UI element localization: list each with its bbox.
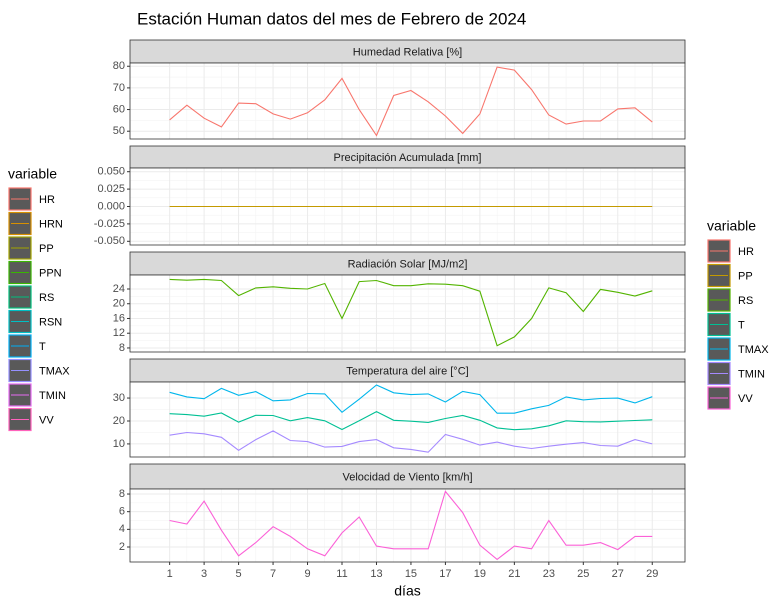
strip-title: Precipitación Acumulada [mm] bbox=[334, 152, 482, 164]
x-tick-label: 23 bbox=[543, 568, 555, 580]
strip-title: Velocidad de Viento [km/h] bbox=[342, 471, 472, 483]
legend-label: RS bbox=[39, 292, 54, 304]
legend-title: variable bbox=[8, 166, 57, 182]
x-tick-label: 3 bbox=[201, 568, 207, 580]
legend-label: PP bbox=[738, 270, 753, 282]
strip-title: Humedad Relativa [%] bbox=[353, 46, 462, 58]
series-line bbox=[169, 384, 653, 414]
legend-label: TMIN bbox=[39, 390, 66, 402]
y-tick-label: 6 bbox=[119, 506, 125, 518]
series-line bbox=[169, 278, 653, 347]
legend-label: PP bbox=[39, 243, 54, 255]
y-tick-label: 8 bbox=[119, 342, 125, 354]
y-tick-label: 0.000 bbox=[97, 200, 125, 212]
y-tick-label: 70 bbox=[113, 82, 125, 94]
panel-bg bbox=[130, 63, 685, 139]
x-tick-label: 29 bbox=[646, 568, 658, 580]
legend-label: PPN bbox=[39, 267, 62, 279]
x-tick-label: 25 bbox=[577, 568, 589, 580]
legend-label: RSN bbox=[39, 316, 62, 328]
legend-label: TMIN bbox=[738, 368, 765, 380]
legend-label: HRN bbox=[39, 218, 63, 230]
x-tick-label: 19 bbox=[474, 568, 486, 580]
y-tick-label: 8 bbox=[119, 488, 125, 500]
panel-border bbox=[129, 488, 686, 563]
chart-title: Estación Human datos del mes de Febrero … bbox=[137, 9, 526, 28]
y-tick-label: 60 bbox=[113, 103, 125, 115]
y-tick-label: 0.025 bbox=[97, 183, 125, 195]
y-tick-label: 80 bbox=[113, 60, 125, 72]
strip-title: Radiación Solar [MJ/m2] bbox=[348, 258, 468, 270]
y-tick-label: 10 bbox=[113, 438, 125, 450]
x-tick-label: 7 bbox=[270, 568, 276, 580]
x-tick-label: 11 bbox=[336, 568, 347, 580]
x-tick-label: 27 bbox=[612, 568, 624, 580]
x-tick-label: 5 bbox=[236, 568, 242, 580]
x-tick-label: 21 bbox=[508, 568, 520, 580]
legend-label: T bbox=[738, 319, 745, 331]
y-tick-label: 16 bbox=[113, 312, 125, 324]
panel-border bbox=[129, 62, 686, 140]
legend-label: VV bbox=[738, 393, 753, 405]
panel-border bbox=[129, 274, 686, 353]
series-line bbox=[169, 490, 653, 561]
legend-label: VV bbox=[39, 414, 54, 426]
y-tick-label: 50 bbox=[113, 125, 125, 137]
strip-title: Temperatura del aire [°C] bbox=[346, 365, 468, 377]
legend-label: TMAX bbox=[39, 365, 70, 377]
y-tick-label: 30 bbox=[113, 392, 125, 404]
y-tick-label: 2 bbox=[119, 541, 125, 553]
panel-bg bbox=[130, 275, 685, 352]
x-tick-label: 15 bbox=[405, 568, 417, 580]
x-tick-label: 9 bbox=[304, 568, 310, 580]
x-tick-label: 17 bbox=[439, 568, 451, 580]
series-line bbox=[169, 430, 653, 453]
x-tick-label: 1 bbox=[167, 568, 173, 580]
legend-label: T bbox=[39, 341, 46, 353]
series-line bbox=[169, 410, 653, 431]
x-tick-label: 13 bbox=[370, 568, 382, 580]
legend-title: variable bbox=[707, 218, 756, 234]
panel-border bbox=[129, 167, 686, 246]
y-tick-label: 4 bbox=[119, 523, 125, 535]
legend-label: TMAX bbox=[738, 344, 769, 356]
y-tick-label: 12 bbox=[113, 327, 125, 339]
y-tick-label: 20 bbox=[113, 415, 125, 427]
y-tick-label: 0.050 bbox=[97, 166, 125, 178]
x-axis-label: días bbox=[394, 583, 420, 596]
legend-label: RS bbox=[738, 295, 753, 307]
series-line bbox=[169, 66, 653, 137]
y-tick-label: -0.050 bbox=[94, 235, 125, 247]
legend-label: HR bbox=[39, 194, 55, 206]
legend-label: HR bbox=[738, 246, 754, 258]
y-tick-label: 24 bbox=[113, 283, 125, 295]
y-tick-label: 20 bbox=[113, 298, 125, 310]
panel-bg bbox=[130, 489, 685, 562]
y-tick-label: -0.025 bbox=[94, 218, 125, 230]
panel-border bbox=[129, 381, 686, 458]
